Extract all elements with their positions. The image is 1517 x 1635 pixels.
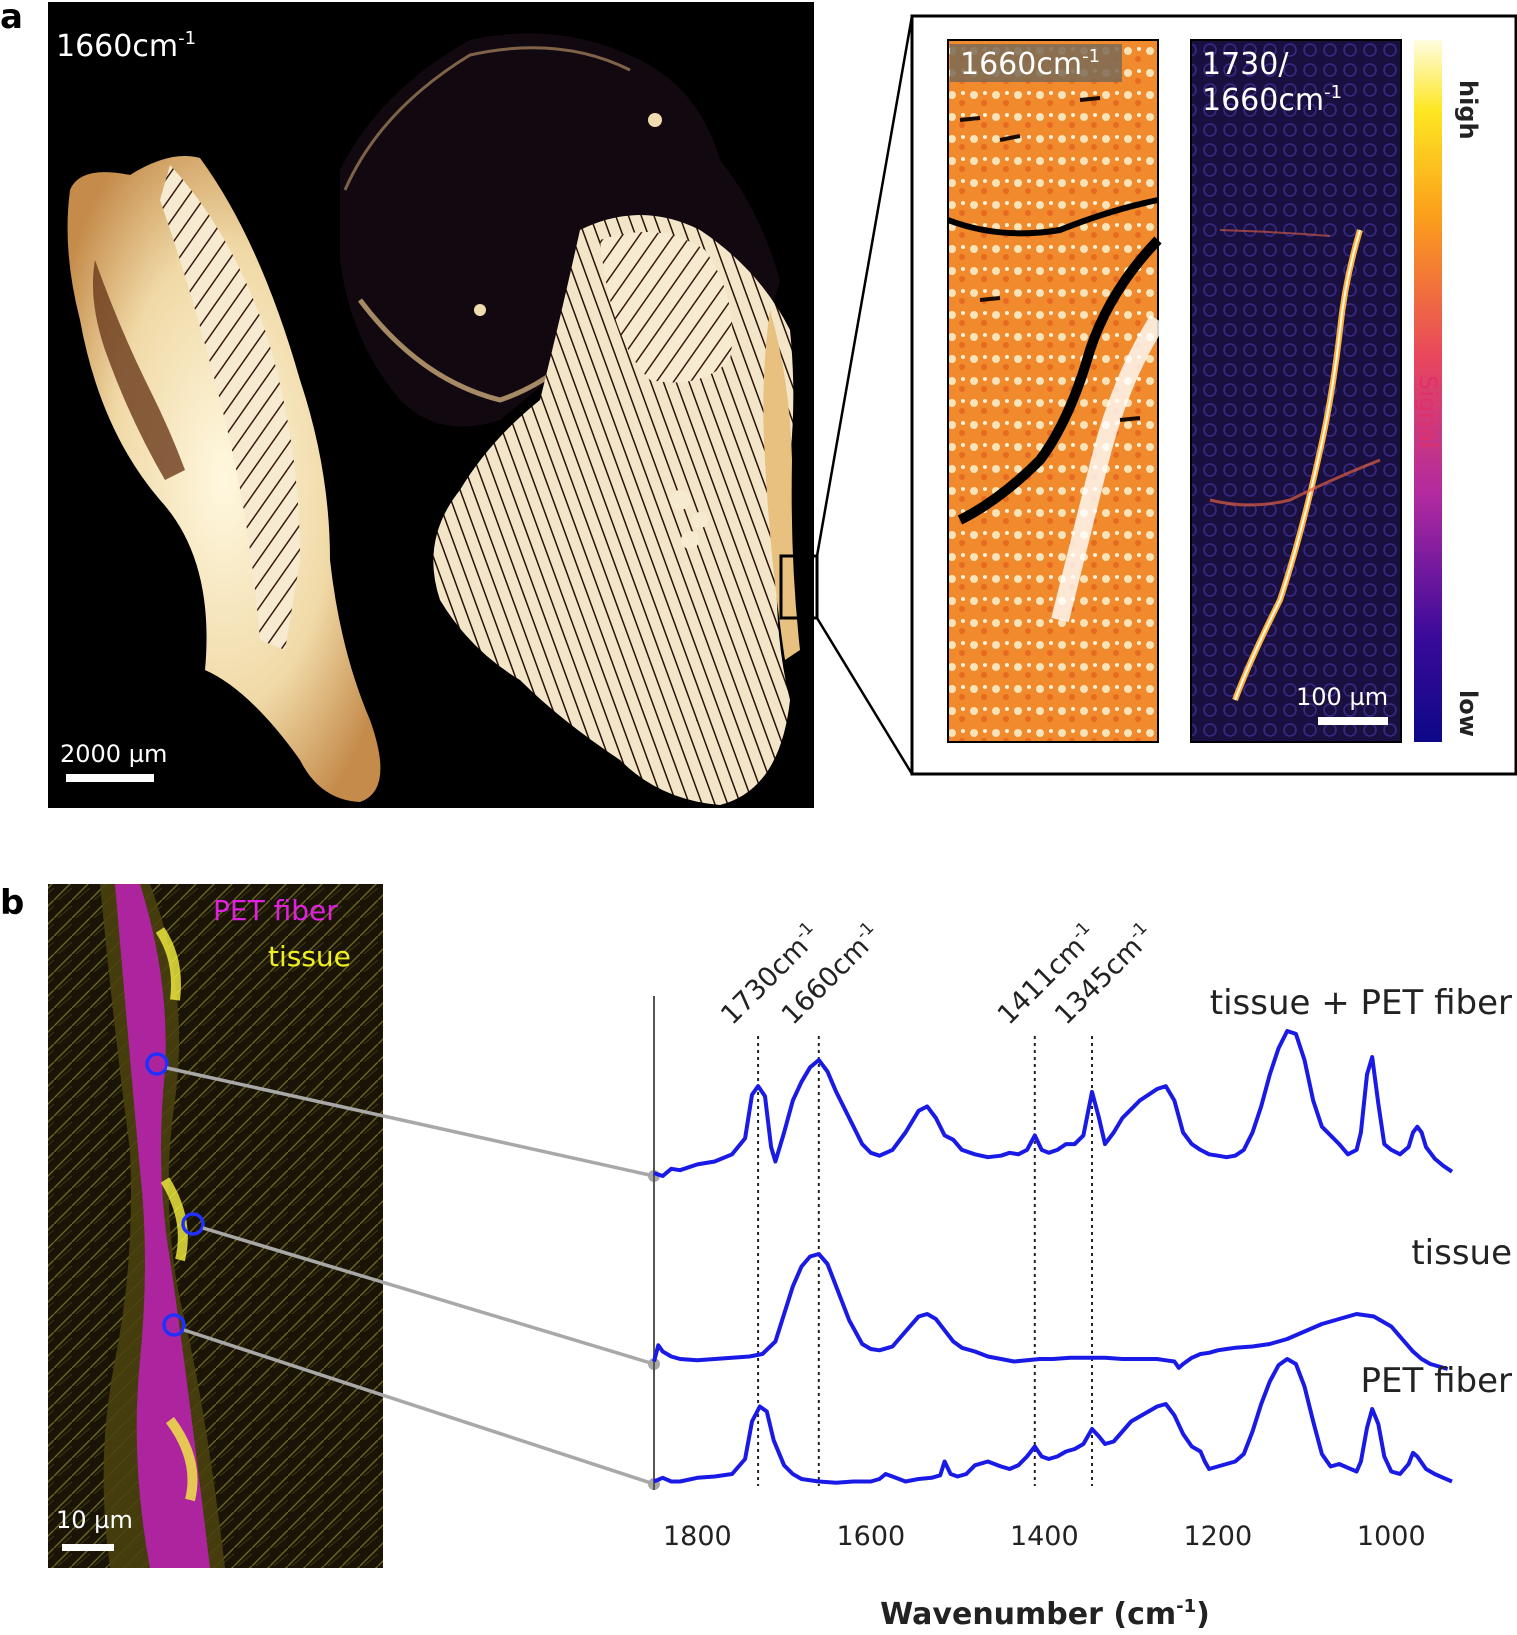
inset-ratio-image: 1730/ 1660cm-1 100 µm (1190, 39, 1402, 743)
inset-ratio-label-line2: 1660cm-1 (1202, 82, 1342, 118)
spectrum-tissue-pet (653, 1029, 1454, 1178)
image-scale-bar (62, 1544, 114, 1551)
main-image-label: 1660cm-1 (56, 28, 196, 64)
x-tick-label-1200: 1200 (1183, 1521, 1252, 1552)
x-axis-title: Wavenumber (cm-1) (880, 1596, 1210, 1632)
colorbar-title: Signal (1414, 375, 1442, 449)
spectrum-tissue (652, 1252, 1449, 1371)
marker-connectors (166, 1066, 660, 1490)
marker-1 (145, 1052, 169, 1076)
main-tissue-image: 2000 µm 1660cm-1 (48, 2, 814, 808)
colorbar: high Signal low (1414, 40, 1482, 742)
fluorescence-image: PET fiber tissue 10 µm (48, 884, 383, 1568)
main-scale-label: 2000 µm (60, 740, 167, 768)
series-label-pet-fiber: PET fiber (1361, 1361, 1512, 1401)
zoom-connector-top (815, 15, 914, 557)
x-tick-label-1600: 1600 (836, 1521, 905, 1552)
legend-tissue: tissue (268, 940, 351, 973)
panel-b-letter: b (0, 883, 24, 923)
inset-1660-image: 1660cm-1 (946, 39, 1166, 743)
zoom-connector-bottom (815, 617, 914, 775)
image-scale-label: 10 µm (56, 1506, 133, 1534)
panel-a-letter: a (0, 0, 23, 37)
inset-ratio-label: 1730/ (1202, 47, 1289, 82)
main-scale-bar (66, 774, 154, 782)
colorbar-low-label: low (1454, 690, 1482, 737)
inset-scale-label: 100 µm (1296, 683, 1388, 711)
series-label-tissue: tissue (1411, 1233, 1512, 1273)
zoom-region-box (779, 554, 819, 620)
x-tick-label-1800: 1800 (663, 1521, 732, 1552)
colorbar-high-label: high (1454, 80, 1482, 140)
x-tick-label-1000: 1000 (1357, 1521, 1426, 1552)
series-label-tissue-pet: tissue + PET fiber (1210, 983, 1512, 1023)
x-tick-label-1400: 1400 (1010, 1521, 1079, 1552)
inset-scale-bar (1318, 717, 1388, 725)
marker-3 (162, 1313, 186, 1337)
marker-2 (181, 1212, 205, 1236)
inset-1660-label: 1660cm-1 (960, 46, 1100, 82)
spectrum-pet-fiber (653, 1357, 1453, 1485)
legend-pet-fiber: PET fiber (213, 894, 338, 927)
